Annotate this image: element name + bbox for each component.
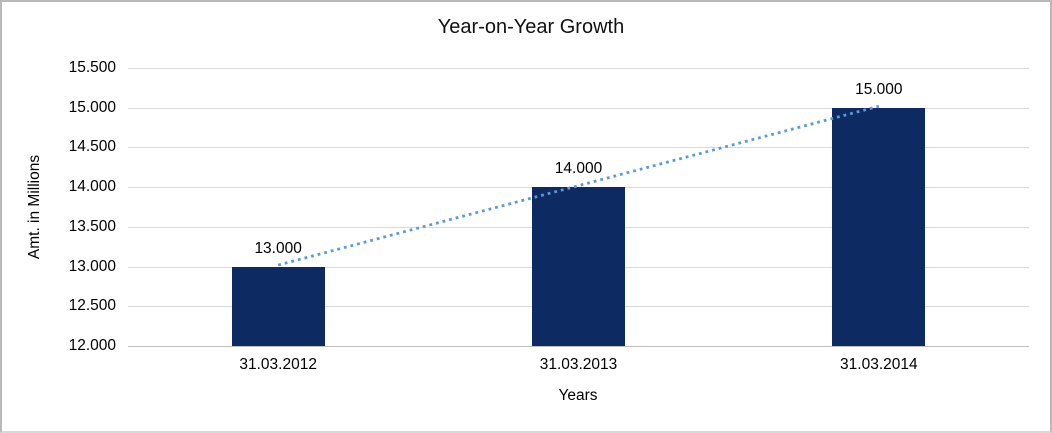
- y-tick-label: 15.000: [68, 98, 116, 116]
- x-tick-label: 31.03.2012: [239, 356, 317, 373]
- chart-title: Year-on-Year Growth: [437, 16, 625, 38]
- x-tick-label: 31.03.2014: [840, 356, 918, 373]
- y-tick-label: 13.500: [68, 217, 116, 235]
- bar-value-label: 13.000: [254, 239, 302, 257]
- x-tick-label: 31.03.2013: [539, 356, 618, 373]
- y-tick-label: 15.500: [68, 59, 116, 76]
- y-tick-label: 12.000: [68, 337, 116, 354]
- bar: [231, 266, 325, 346]
- x-axis-line: [128, 346, 1029, 347]
- y-axis-title: Amt. in Millions: [26, 154, 43, 260]
- gridline: [128, 68, 1029, 69]
- x-axis-title: Years: [558, 387, 598, 404]
- y-tick-label: 14.000: [68, 178, 116, 196]
- bar-value-label: 15.000: [855, 80, 903, 98]
- y-tick-label: 14.500: [68, 138, 116, 156]
- bar-value-label: 14.000: [554, 160, 603, 178]
- y-tick-label: 13.000: [68, 257, 116, 275]
- bar: [532, 187, 625, 346]
- bar: [832, 107, 926, 346]
- y-tick-label: 12.500: [68, 297, 116, 315]
